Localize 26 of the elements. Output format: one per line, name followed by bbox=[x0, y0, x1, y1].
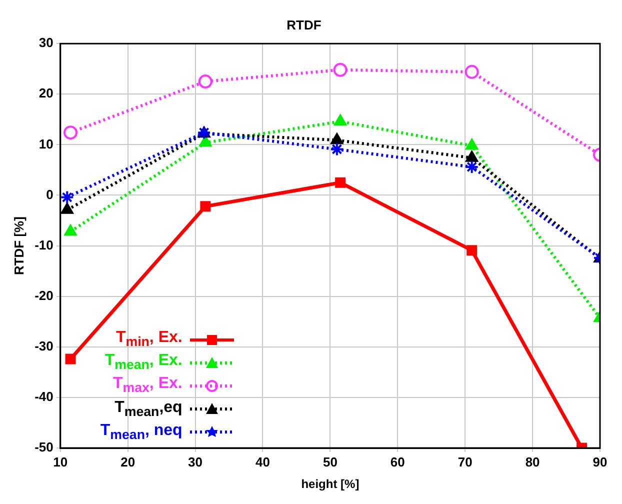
x-tick-label: 50 bbox=[322, 454, 338, 470]
legend-label: T$_{max}$, Ex. bbox=[112, 374, 182, 398]
legend-label: T$_{mean}$,eq bbox=[114, 398, 182, 421]
y-tick-label: 30 bbox=[38, 35, 54, 50]
y-tick-label: -10 bbox=[34, 237, 54, 252]
y-axis-title: RTDF [%] bbox=[11, 216, 26, 276]
x-tick-label: 30 bbox=[188, 454, 203, 470]
chart-title: RTDF bbox=[286, 17, 322, 32]
x-tick-label: 80 bbox=[525, 454, 540, 470]
x-tick-label: 90 bbox=[592, 454, 608, 470]
x-tick-label: 10 bbox=[53, 454, 68, 470]
y-tick-label: -20 bbox=[34, 288, 54, 303]
legend-label: T$_{mean}$, neq bbox=[100, 420, 182, 444]
x-tick-label: 70 bbox=[458, 454, 472, 470]
x-axis-title: height [%] bbox=[301, 477, 360, 492]
legend-label: T$_{mean}$, Ex. bbox=[104, 351, 182, 374]
y-tick-label: -50 bbox=[34, 440, 54, 455]
x-tick-label: 40 bbox=[256, 454, 270, 470]
legend-label: T$_{min}$, Ex. bbox=[116, 328, 182, 352]
x-tick-label: 60 bbox=[390, 454, 405, 470]
y-tick-label: 0 bbox=[46, 186, 54, 202]
y-tick-label: 10 bbox=[38, 136, 54, 152]
x-tick-label: 20 bbox=[120, 454, 136, 470]
y-tick-label: -40 bbox=[34, 389, 54, 404]
y-tick-label: -30 bbox=[34, 338, 54, 354]
y-tick-label: 20 bbox=[38, 86, 54, 101]
